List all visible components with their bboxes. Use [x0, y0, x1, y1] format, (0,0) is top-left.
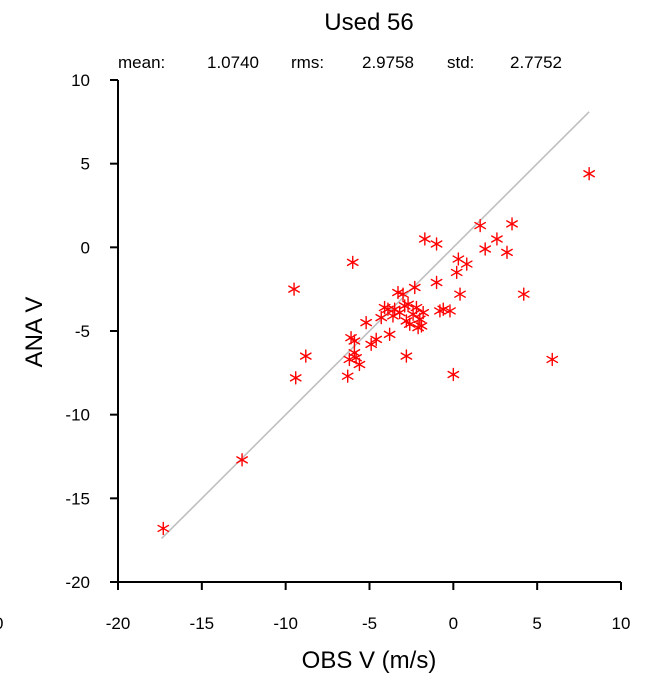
data-point — [417, 305, 430, 320]
data-point — [491, 232, 503, 246]
data-point — [434, 304, 446, 318]
stat-std-value: 2.7752 — [510, 53, 562, 72]
data-point — [454, 287, 466, 301]
x-tick-label: -5 — [362, 614, 377, 633]
data-point — [430, 275, 443, 290]
data-point — [348, 334, 361, 348]
data-point — [546, 352, 559, 367]
data-point — [360, 315, 373, 330]
data-point — [447, 367, 460, 382]
stat-std-label: std: — [447, 53, 474, 72]
y-tick-label: -5 — [75, 322, 90, 341]
data-point — [370, 332, 383, 347]
y-axis: -20 -15 -10 -5 0 5 10 — [65, 71, 119, 592]
data-point — [460, 257, 473, 271]
data-point — [299, 349, 312, 363]
data-point — [418, 232, 431, 246]
stat-rms-value: 2.9758 — [362, 53, 414, 72]
data-point — [383, 327, 396, 342]
x-tick-label: 10 — [612, 614, 631, 633]
y-tick-label: -20 — [65, 573, 90, 592]
x-tick-label: 0 — [449, 614, 458, 633]
data-point — [501, 245, 513, 260]
data-point — [583, 167, 596, 181]
data-point — [410, 300, 423, 315]
data-point — [403, 317, 416, 332]
data-point — [474, 218, 487, 233]
data-point — [402, 297, 414, 311]
stat-mean-value: 1.0740 — [207, 53, 259, 72]
data-point — [157, 521, 170, 536]
left-edge-label: 0 — [0, 614, 3, 633]
data-point — [289, 371, 302, 385]
y-tick-label: 10 — [71, 71, 90, 90]
data-point — [506, 217, 518, 231]
data-point — [430, 237, 443, 251]
data-point — [444, 304, 456, 318]
y-axis-label: ANA V — [21, 297, 48, 368]
chart-title: Used 56 — [324, 9, 413, 36]
x-tick-label: -15 — [190, 614, 215, 633]
data-point — [341, 369, 354, 383]
data-point — [288, 282, 300, 296]
data-points — [157, 167, 596, 536]
data-point — [236, 453, 248, 467]
y-tick-label: 0 — [81, 238, 90, 257]
data-point — [353, 357, 366, 372]
x-axis: -20 -15 -10 -5 0 5 10 — [106, 581, 631, 633]
one-to-one-line — [161, 111, 590, 540]
data-point — [375, 310, 388, 325]
y-tick-label: -15 — [65, 489, 90, 508]
y-tick-label: -10 — [65, 406, 90, 425]
data-point — [450, 265, 463, 280]
y-tick-label: 5 — [81, 155, 90, 174]
x-axis-label: OBS V (m/s) — [302, 647, 437, 674]
data-point — [346, 255, 359, 270]
data-point — [397, 287, 409, 301]
data-point — [479, 242, 492, 256]
stat-rms-label: rms: — [291, 53, 324, 72]
data-point — [365, 337, 378, 352]
data-point — [400, 349, 413, 363]
x-tick-label: -20 — [106, 614, 131, 633]
data-point — [408, 280, 421, 295]
data-point — [415, 319, 428, 333]
stat-mean-label: mean: — [118, 53, 165, 72]
reference-line-group — [161, 111, 590, 540]
x-tick-label: 5 — [532, 614, 541, 633]
x-tick-label: -10 — [273, 614, 298, 633]
data-point — [517, 287, 530, 301]
data-point — [452, 252, 465, 266]
stats-line: mean: 1.0740 rms: 2.9758 std: 2.7752 — [118, 53, 562, 72]
